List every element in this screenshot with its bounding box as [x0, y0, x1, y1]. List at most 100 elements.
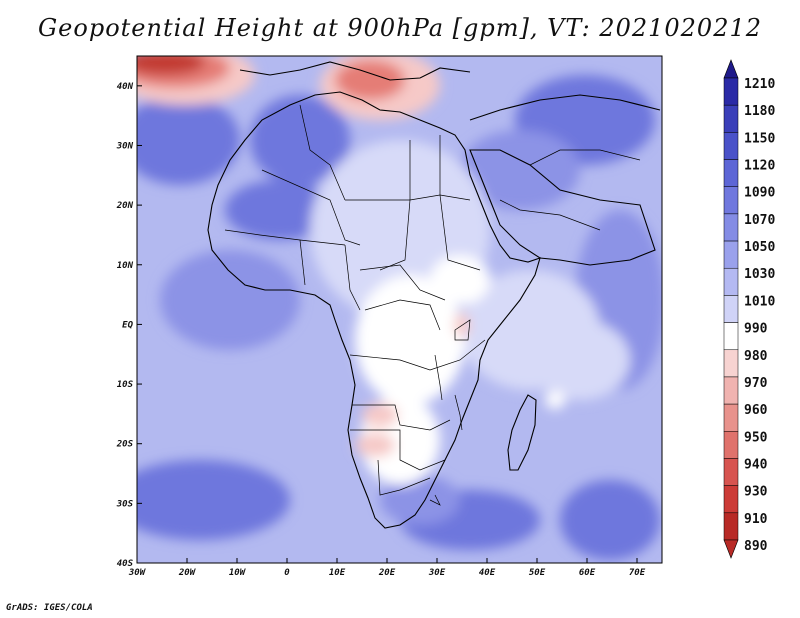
- y-tick-label: 20S: [116, 440, 134, 450]
- colorbar-label: 1090: [744, 186, 775, 201]
- y-tick-label: 30S: [116, 499, 134, 509]
- field-white-sudan: [430, 255, 490, 305]
- field-deep-atlantic-south: [137, 460, 290, 540]
- border: [499, 199, 601, 231]
- colorbar-swatch: [723, 159, 739, 187]
- field-red-mediterranean: [335, 60, 405, 100]
- field-pink-namibia: [355, 433, 395, 457]
- field-white-congo: [355, 275, 465, 405]
- border: [529, 149, 641, 166]
- y-tick-label: 10N: [117, 261, 134, 271]
- x-tick-label: 20E: [378, 568, 396, 578]
- lake-malawi: [454, 394, 463, 431]
- country-borders: [224, 104, 641, 506]
- border: [350, 429, 446, 471]
- colorbar-label: 1150: [744, 131, 775, 146]
- x-axis: 30W 20W 10W 0 10E 20E 30E 40E 50E 60E 70E: [128, 558, 646, 578]
- africa-coast: [207, 91, 541, 529]
- x-tick-label: 0: [284, 568, 290, 578]
- colorbar-swatch: [723, 77, 739, 106]
- field-mid-gulf-guinea: [160, 250, 300, 350]
- field-deep-south-indian: [560, 480, 660, 560]
- colorbar-bottom-arrow: [723, 539, 739, 559]
- colorbar-label: 910: [744, 512, 768, 527]
- x-tick-label: 40E: [479, 568, 496, 578]
- colorbar-top-arrow: [723, 59, 739, 79]
- colorbar-swatch: [723, 267, 739, 296]
- border: [299, 104, 346, 201]
- field-pale-libya: [365, 140, 435, 200]
- x-tick-label: 20W: [178, 568, 197, 578]
- y-tick-label: 30N: [116, 141, 134, 151]
- lake-victoria: [454, 319, 471, 341]
- field-deep-atlantic-north: [137, 95, 240, 185]
- colorbar-swatch: [723, 403, 739, 432]
- field-deep-algeria: [250, 95, 350, 185]
- x-tick-label: 30E: [428, 568, 446, 578]
- border: [352, 404, 451, 431]
- map-title: Geopotential Height at 900hPa [gpm], VT:…: [38, 14, 762, 42]
- y-axis: 40N 30N 20N 10N EQ 10S 20S 30S 40S: [116, 82, 142, 569]
- arabia-coast: [469, 149, 656, 266]
- colorbar-label: 950: [744, 430, 768, 445]
- x-tick-label: 30W: [128, 568, 147, 578]
- europe-coast: [239, 61, 471, 81]
- colorbar-label: 1070: [744, 213, 775, 228]
- field-white-madagascar-east: [545, 391, 565, 409]
- colorbar-label: 1120: [744, 159, 775, 174]
- colorbar-swatch: [723, 186, 739, 215]
- lake-tanganyika: [434, 354, 443, 401]
- x-tick-label: 10E: [329, 568, 346, 578]
- lesotho-border: [429, 494, 441, 506]
- border: [364, 299, 441, 331]
- field-deep-sahara: [225, 180, 335, 240]
- asia-coast: [469, 94, 661, 121]
- colorbar-label: 890: [744, 539, 768, 554]
- colorbar-swatch: [723, 295, 739, 323]
- colorbar: 1210 1180 1150 1120 1090 1070 1050 1030 1010 990 9…: [723, 59, 775, 559]
- contour-fill: [137, 56, 662, 563]
- x-tick-label: 70E: [629, 568, 646, 578]
- field-mid-south-africa: [380, 475, 460, 525]
- colorbar-swatch: [723, 213, 739, 242]
- colorbar-label: 930: [744, 485, 768, 500]
- colorbar-label: 970: [744, 376, 768, 391]
- colorbar-label: 1050: [744, 240, 775, 255]
- colorbar-swatch: [723, 376, 739, 405]
- colorbar-label: 940: [744, 457, 768, 472]
- border: [349, 339, 486, 371]
- colorbar-swatch: [723, 431, 739, 459]
- credit-text: GrADS: IGES/COLA: [6, 603, 93, 613]
- border: [344, 244, 361, 311]
- y-tick-label: EQ: [122, 320, 133, 330]
- border: [439, 135, 481, 271]
- colorbar-swatch: [723, 132, 739, 160]
- y-tick-label: 40S: [117, 559, 134, 569]
- coastlines: [207, 61, 661, 529]
- plot-frame: [136, 55, 663, 564]
- colorbar-swatch: [723, 512, 739, 541]
- colorbar-label: 980: [744, 349, 768, 364]
- border: [377, 459, 431, 496]
- border: [261, 169, 361, 246]
- field-pale-east-indian: [530, 320, 630, 400]
- x-tick-label: 50E: [529, 568, 546, 578]
- field-darkred-iberia: [137, 56, 205, 75]
- colorbar-swatch: [723, 349, 739, 378]
- colorbar-swatch: [723, 104, 739, 133]
- colorbar-label: 1210: [744, 77, 775, 92]
- colorbar-label: 960: [744, 403, 768, 418]
- border: [224, 229, 346, 246]
- x-tick-label: 60E: [579, 568, 596, 578]
- y-tick-label: 40N: [117, 82, 134, 92]
- y-tick-label: 20N: [116, 201, 134, 211]
- colorbar-swatch: [723, 322, 739, 351]
- colorbar-swatch: [723, 240, 739, 269]
- border: [379, 140, 411, 271]
- border: [299, 239, 306, 286]
- madagascar-coast: [507, 394, 537, 471]
- colorbar-swatch: [723, 485, 739, 514]
- x-tick-label: 10W: [229, 568, 247, 578]
- colorbar-label: 990: [744, 322, 768, 337]
